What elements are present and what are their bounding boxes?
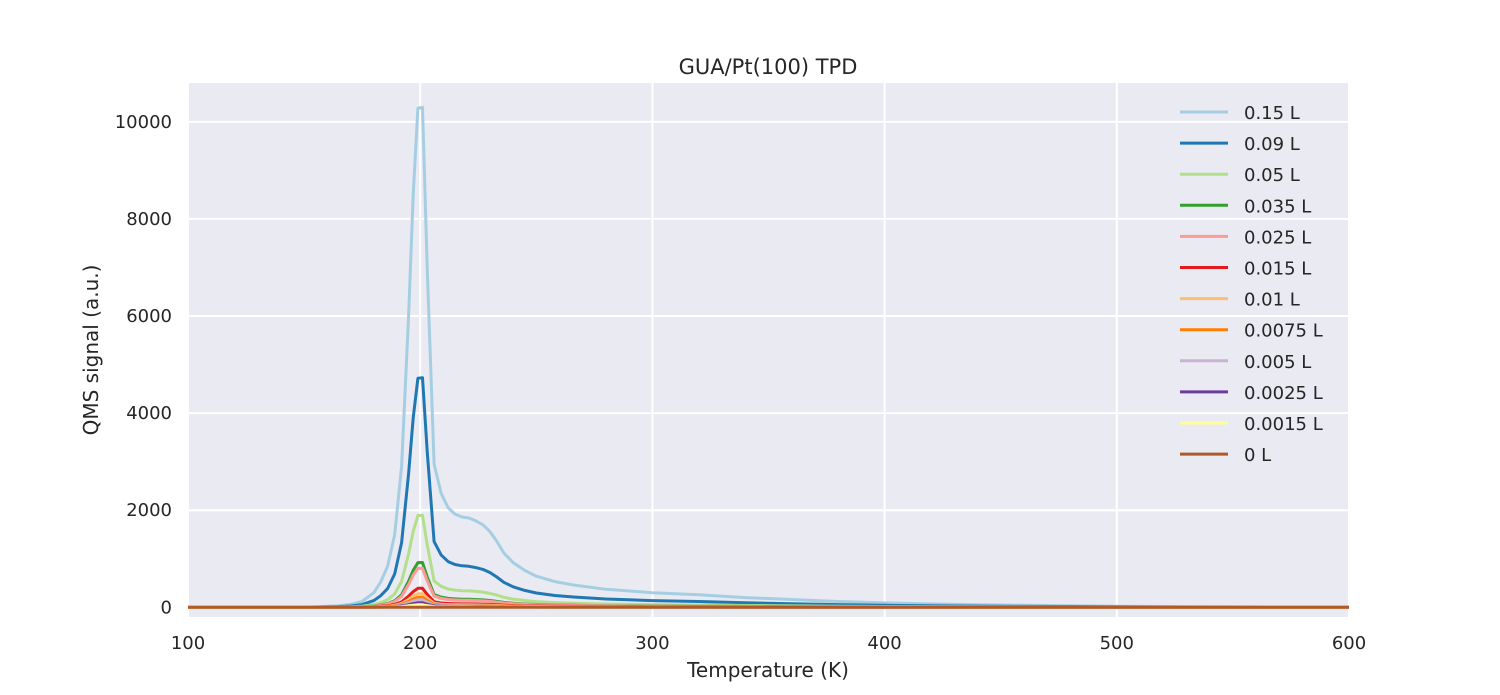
x-tick-label: 100 [171,633,205,654]
legend-label: 0 L [1244,445,1271,466]
legend-label: 0.025 L [1244,227,1311,248]
legend-label: 0.09 L [1244,134,1300,155]
x-tick-label: 300 [635,633,669,654]
legend: 0.15 L 0.09 L 0.05 L 0.035 L 0.025 L 0.015 L 0… [1180,103,1323,466]
legend-label: 0.15 L [1244,103,1300,124]
y-axis-label: QMS signal (a.u.) [79,265,103,436]
legend-label: 0.0025 L [1244,383,1323,404]
legend-label: 0.05 L [1244,165,1300,186]
x-axis-label: Temperature (K) [686,658,849,682]
plot-background [188,83,1349,617]
y-tick-label: 10000 [115,112,172,133]
legend-label: 0.035 L [1244,196,1311,217]
x-tick-label: 600 [1332,633,1366,654]
y-tick-label: 8000 [126,209,172,230]
x-tick-label: 200 [403,633,437,654]
y-tick-label: 0 [161,597,172,618]
x-tick-label: 400 [867,633,901,654]
y-tick-label: 4000 [126,403,172,424]
legend-label: 0.015 L [1244,259,1311,280]
y-tick-label: 6000 [126,306,172,327]
x-tick-label: 500 [1100,633,1134,654]
legend-label: 0.005 L [1244,352,1311,373]
series-line-1 [188,376,1350,609]
series-line-0 [188,105,1350,609]
series-layer [188,105,1350,609]
legend-label: 0.0015 L [1244,414,1323,435]
legend-label: 0.01 L [1244,290,1300,311]
legend-label: 0.0075 L [1244,321,1323,342]
chart-title: GUA/Pt(100) TPD [679,55,858,79]
y-tick-label: 2000 [126,500,172,521]
